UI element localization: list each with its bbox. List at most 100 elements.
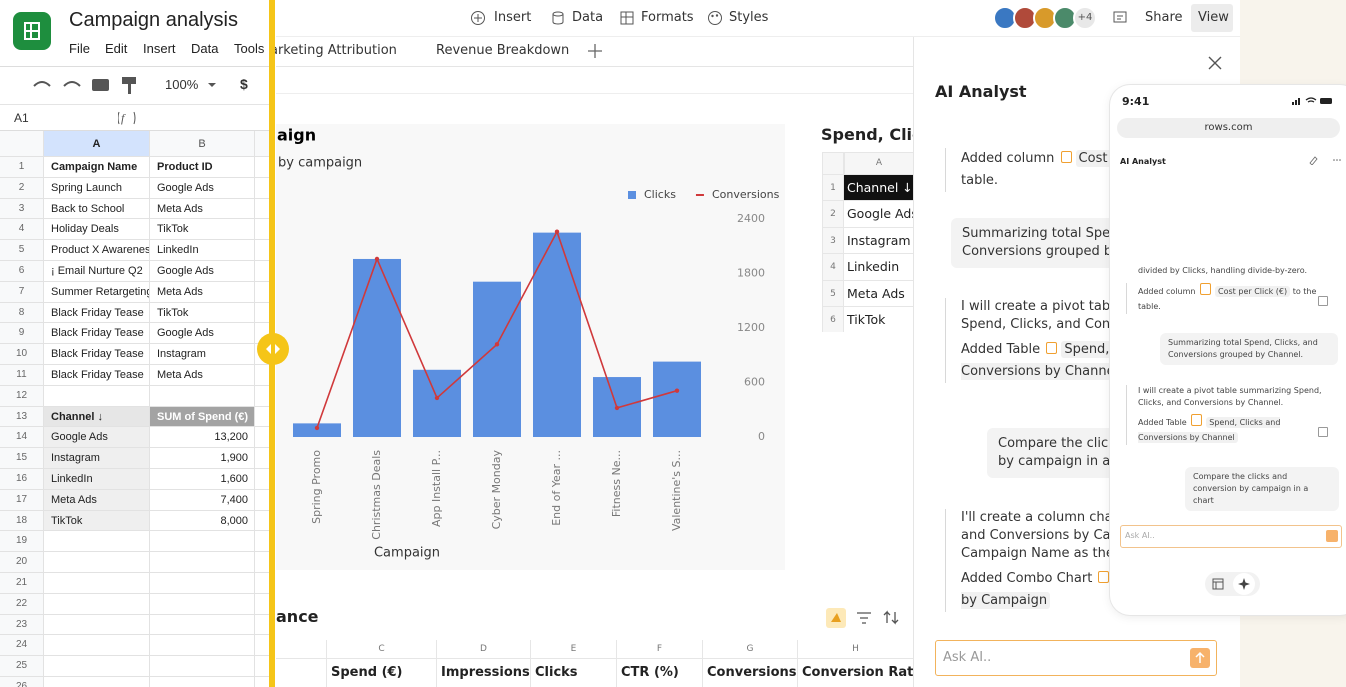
sort-icon[interactable]	[883, 610, 899, 625]
comment-icon[interactable]	[1112, 10, 1128, 26]
cell[interactable]: ¡ Email Nurture Q2	[44, 261, 150, 282]
cell[interactable]	[150, 385, 255, 407]
column-letter[interactable]: E	[530, 640, 616, 658]
pivot-cell[interactable]: TikTok	[844, 307, 913, 332]
ai-tab[interactable]	[1233, 573, 1255, 595]
paint-format[interactable]	[122, 77, 136, 84]
column-header[interactable]: Impressions	[436, 659, 530, 687]
cell[interactable]: Meta Ads	[150, 281, 255, 303]
close-button[interactable]	[1207, 55, 1223, 71]
cell[interactable]	[44, 552, 150, 573]
cell[interactable]: Meta Ads	[150, 198, 255, 220]
cell[interactable]	[150, 593, 255, 615]
zoom[interactable]: 100%	[165, 77, 199, 92]
cell[interactable]: Black Friday Tease	[44, 323, 150, 345]
menu-item[interactable]: Data	[191, 41, 219, 56]
copy-icon[interactable]	[1318, 296, 1328, 306]
tab[interactable]: arketing Attribution	[270, 43, 397, 58]
cell[interactable]: 1,900	[150, 448, 255, 469]
toolbar-button[interactable]: Styles	[729, 10, 769, 25]
column-letter[interactable]: H	[797, 640, 913, 658]
cell[interactable]	[150, 531, 255, 553]
cell[interactable]: 8,000	[150, 510, 255, 532]
cell[interactable]	[44, 656, 150, 677]
view-button[interactable]: View	[1198, 10, 1229, 25]
toolbar-button[interactable]: Formats	[641, 10, 694, 25]
cell[interactable]: Instagram	[44, 448, 150, 469]
pivot-cell[interactable]: Meta Ads	[844, 281, 913, 307]
column-header[interactable]: Conversions	[702, 659, 797, 687]
copy-icon[interactable]	[1318, 427, 1328, 437]
cell[interactable]: Instagram	[150, 344, 255, 365]
cell[interactable]: Google Ads	[150, 261, 255, 282]
split-handle[interactable]	[256, 332, 290, 366]
cell[interactable]	[150, 656, 255, 677]
more-collaborators[interactable]: +4	[1077, 12, 1093, 23]
cell[interactable]	[44, 385, 150, 407]
cell[interactable]	[44, 677, 150, 687]
cell[interactable]: Product ID	[150, 157, 255, 178]
name-box[interactable]: A1	[14, 111, 29, 125]
send-button[interactable]	[1190, 648, 1210, 668]
cell[interactable]: Channel ↓	[44, 406, 150, 428]
column-letter[interactable]: G	[702, 640, 797, 658]
cell[interactable]	[150, 635, 255, 657]
column-header[interactable]: CTR (%)	[616, 659, 702, 687]
cell[interactable]: Black Friday Tease	[44, 302, 150, 324]
phone-input[interactable]: Ask AI..	[1120, 525, 1342, 548]
doc-title[interactable]: Campaign analysis	[69, 9, 238, 31]
menu-item[interactable]: Insert	[143, 41, 176, 56]
cell[interactable]: Campaign Name	[44, 157, 150, 178]
cell[interactable]: Black Friday Tease	[44, 344, 150, 365]
cell[interactable]: Product X Awareness	[44, 240, 150, 261]
column-header[interactable]: Conversion Rate (	[797, 659, 913, 687]
cell[interactable]: TikTok	[150, 219, 255, 241]
share-button[interactable]: Share	[1145, 10, 1183, 25]
menu-item[interactable]: Edit	[105, 41, 128, 56]
cell[interactable]: Google Ads	[150, 323, 255, 345]
column-letter[interactable]: D	[436, 640, 530, 658]
cell[interactable]	[44, 593, 150, 615]
phone-send[interactable]	[1326, 530, 1338, 542]
menu-item[interactable]: File	[69, 41, 90, 56]
cell[interactable]: TikTok	[44, 510, 150, 532]
cell[interactable]	[44, 635, 150, 657]
menu-item[interactable]: Tools	[234, 41, 265, 56]
cell[interactable]: Spring Launch	[44, 177, 150, 199]
zoom-caret[interactable]	[208, 83, 216, 87]
column-letter[interactable]: C	[326, 640, 436, 658]
cell[interactable]: Meta Ads	[150, 365, 255, 386]
cell[interactable]: Google Ads	[44, 427, 150, 449]
cell[interactable]	[44, 531, 150, 553]
action-chip[interactable]: Cost per Click (€)	[1215, 286, 1291, 297]
cell[interactable]: 7,400	[150, 489, 255, 511]
pivot-column-header[interactable]: A	[844, 152, 913, 175]
cell[interactable]	[150, 573, 255, 594]
redo[interactable]	[63, 81, 81, 87]
cell[interactable]: Black Friday Tease	[44, 365, 150, 386]
cell[interactable]	[150, 552, 255, 573]
pivot-cell[interactable]: Google Ads	[844, 201, 913, 228]
undo[interactable]	[33, 81, 51, 87]
toolbar-button[interactable]: Data	[572, 10, 604, 25]
cell[interactable]: LinkedIn	[150, 240, 255, 261]
pivot-cell[interactable]: Linkedin	[844, 254, 913, 281]
cell[interactable]: SUM of Spend (€)	[150, 406, 255, 428]
cell[interactable]	[150, 614, 255, 636]
cell[interactable]: 13,200	[150, 427, 255, 449]
cell[interactable]: 1,600	[150, 469, 255, 490]
pivot-cell[interactable]: Channel ↓	[844, 175, 913, 202]
cell[interactable]	[44, 573, 150, 594]
cell[interactable]: Meta Ads	[44, 489, 150, 511]
currency-format[interactable]: $	[240, 76, 248, 92]
filter-icon[interactable]	[857, 612, 871, 624]
column-header[interactable]: Clicks	[530, 659, 616, 687]
cell[interactable]: LinkedIn	[44, 469, 150, 490]
pivot-cell[interactable]: Instagram	[844, 228, 913, 255]
cell[interactable]: Summer Retargeting	[44, 281, 150, 303]
cell[interactable]: Back to School	[44, 198, 150, 220]
column-header[interactable]: Spend (€)	[326, 659, 436, 687]
column-header[interactable]: B	[150, 131, 255, 157]
ai-input[interactable]: Ask AI..	[935, 640, 1217, 676]
add-tab[interactable]	[587, 43, 603, 59]
